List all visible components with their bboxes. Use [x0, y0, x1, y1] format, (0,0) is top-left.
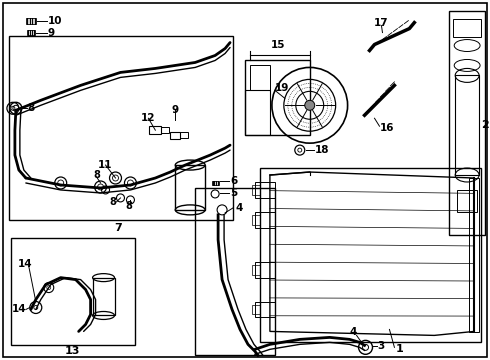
Bar	[449, 11, 485, 235]
Bar	[252, 265, 260, 275]
Text: 4: 4	[350, 327, 357, 337]
Bar	[250, 66, 270, 90]
Bar	[161, 127, 169, 133]
Bar	[195, 188, 275, 355]
Bar	[245, 60, 310, 135]
Bar	[171, 132, 180, 139]
Bar	[9, 36, 233, 220]
Text: 4: 4	[235, 203, 243, 213]
Bar	[180, 132, 188, 138]
Bar	[453, 19, 481, 37]
Text: 2: 2	[481, 120, 489, 130]
Text: 6: 6	[230, 176, 237, 186]
Text: 13: 13	[65, 346, 80, 356]
Text: 8: 8	[28, 103, 35, 113]
Text: 1: 1	[395, 345, 403, 354]
Text: 9: 9	[172, 105, 179, 115]
Text: 3: 3	[377, 341, 385, 351]
Bar	[93, 278, 115, 315]
Bar	[245, 90, 270, 135]
Text: 11: 11	[98, 160, 113, 170]
Text: 18: 18	[315, 145, 329, 155]
Text: 7: 7	[115, 223, 122, 233]
Bar	[252, 305, 260, 315]
Text: 12: 12	[141, 113, 156, 123]
Bar	[455, 75, 479, 175]
Text: 9: 9	[48, 28, 55, 37]
Bar	[457, 190, 477, 212]
Bar	[149, 126, 161, 134]
Bar	[26, 18, 36, 24]
Bar	[212, 181, 219, 185]
Text: 16: 16	[379, 123, 394, 133]
Text: 17: 17	[374, 18, 389, 28]
Text: 10: 10	[48, 15, 62, 26]
Text: 8: 8	[109, 197, 116, 207]
Bar	[260, 168, 481, 342]
Bar	[255, 302, 275, 318]
Text: 15: 15	[270, 40, 285, 50]
Bar	[469, 178, 479, 332]
Bar	[252, 215, 260, 225]
Text: 14: 14	[18, 259, 32, 269]
Bar	[175, 165, 205, 210]
Bar	[252, 185, 260, 195]
Bar	[255, 182, 275, 198]
Bar	[11, 238, 135, 345]
Text: 19: 19	[275, 84, 289, 93]
Text: 8: 8	[93, 170, 100, 180]
Text: 8: 8	[125, 201, 132, 211]
Bar	[255, 212, 275, 228]
Bar	[255, 262, 275, 278]
Circle shape	[305, 100, 315, 110]
Text: 14: 14	[12, 305, 26, 315]
Bar	[27, 30, 35, 35]
Text: 5: 5	[230, 188, 237, 198]
